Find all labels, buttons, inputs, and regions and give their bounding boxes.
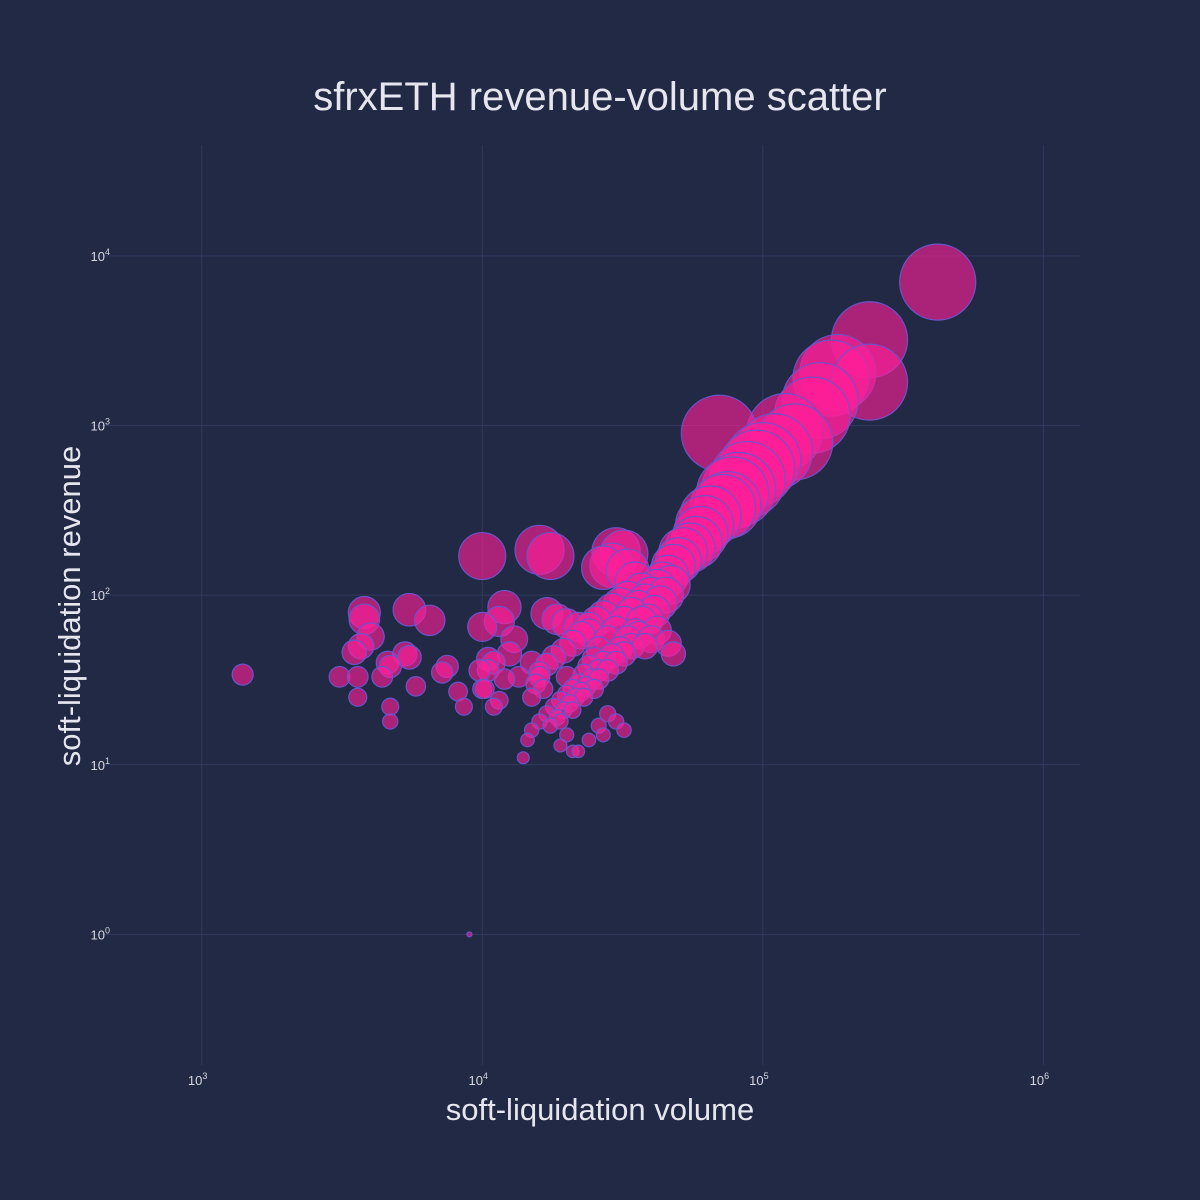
data-point — [466, 931, 473, 938]
data-point — [522, 687, 542, 707]
gridlines — [90, 145, 1080, 1065]
tick-labels: 103 104 105 106 100 101 102 103 104 — [91, 247, 1050, 1088]
x-tick-label: 103 — [188, 1071, 207, 1088]
y-tick-label: 104 — [91, 247, 110, 264]
y-tick-label: 101 — [91, 756, 110, 773]
data-point — [348, 687, 368, 707]
data-points — [231, 243, 977, 938]
data-point — [899, 243, 977, 321]
y-tick-label: 103 — [91, 416, 110, 433]
data-point — [542, 717, 559, 734]
data-point — [341, 639, 368, 666]
data-point — [468, 659, 492, 682]
x-tick-label: 106 — [1030, 1071, 1049, 1088]
data-point — [559, 727, 575, 743]
data-point — [563, 701, 582, 719]
data-point — [458, 531, 507, 581]
data-point — [454, 697, 473, 716]
data-point — [413, 604, 446, 637]
chart-title: sfrxETH revenue-volume scatter — [313, 75, 887, 119]
data-point — [484, 697, 503, 716]
data-point — [520, 732, 535, 748]
y-tick-label: 100 — [91, 925, 110, 942]
x-tick-label: 104 — [469, 1071, 488, 1088]
data-point — [231, 663, 254, 686]
x-tick-label: 105 — [749, 1071, 768, 1088]
data-point — [382, 713, 399, 730]
data-point — [493, 668, 516, 690]
data-point — [474, 678, 495, 700]
data-point — [616, 722, 632, 738]
data-point — [405, 676, 427, 697]
data-point — [660, 641, 687, 667]
data-point — [553, 738, 568, 753]
data-point — [526, 531, 575, 581]
data-point — [346, 665, 369, 688]
data-point — [328, 665, 351, 688]
data-point — [516, 751, 530, 765]
data-point — [595, 727, 611, 743]
data-point — [571, 744, 586, 759]
y-tick-label: 102 — [91, 586, 110, 603]
data-point — [581, 732, 597, 748]
data-point — [371, 665, 394, 688]
data-point — [430, 661, 454, 684]
x-axis-title: soft-liquidation volume — [446, 1092, 754, 1127]
y-axis-title: soft-liquidation revenue — [52, 446, 87, 767]
data-point — [381, 697, 400, 716]
data-point — [467, 611, 498, 642]
